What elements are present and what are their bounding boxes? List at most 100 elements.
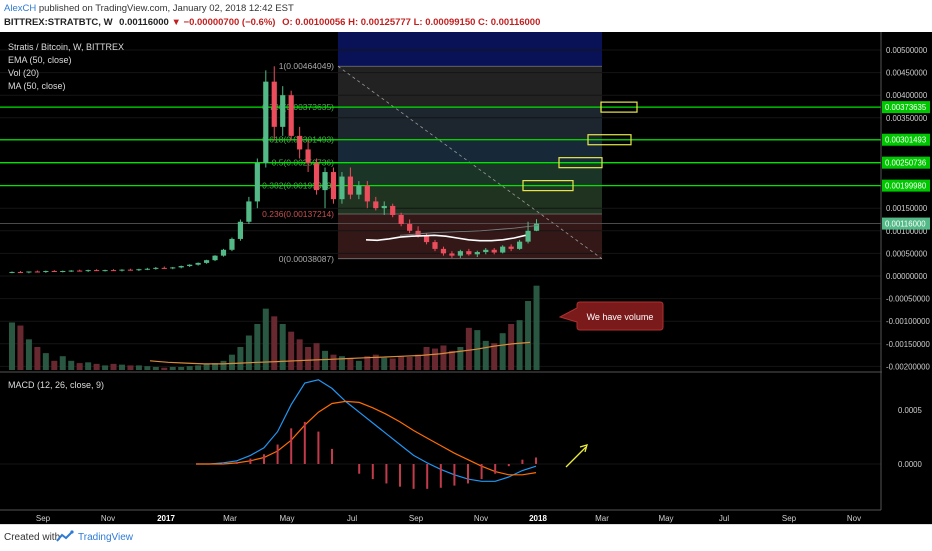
macd-histogram-bar — [290, 428, 293, 464]
macd-histogram-bar — [507, 464, 510, 467]
fib-extension-zone — [338, 32, 602, 67]
volume-bar — [305, 347, 312, 370]
candle-body — [254, 163, 260, 202]
candle-body — [466, 251, 472, 255]
candle-body — [297, 135, 303, 150]
volume-bar — [59, 356, 66, 370]
candle-body — [246, 201, 252, 222]
macd-histogram-bar — [453, 464, 456, 486]
volume-bar — [17, 325, 24, 370]
ma-50-line — [399, 224, 539, 236]
macd-histogram-bar — [222, 462, 225, 464]
volume-bar — [448, 350, 455, 370]
candle-body — [94, 270, 100, 272]
signal-line — [196, 400, 537, 476]
ema-50-line — [365, 234, 526, 242]
candle-body — [313, 163, 320, 191]
volume-bar — [381, 357, 388, 370]
macd-histogram-bar — [358, 464, 361, 474]
candle-body — [322, 172, 328, 191]
volume-bar — [93, 363, 100, 370]
candle-body — [195, 262, 201, 265]
macd-line — [196, 379, 537, 482]
volume-bar — [51, 360, 58, 370]
symbol-name: BITTREX:STRATBTC, W — [4, 17, 113, 28]
time-tick-label: May — [279, 514, 294, 523]
candle-body — [178, 266, 184, 268]
price-tick-label: 0.00450000 — [886, 69, 928, 78]
volume-bar — [161, 367, 168, 370]
price-marker-box — [882, 133, 930, 146]
volume-bar — [330, 354, 337, 370]
fib-zone — [338, 139, 602, 163]
price-marker-label: 0.00301493 — [885, 136, 926, 145]
volume-ma-line — [149, 341, 531, 365]
time-tick-label: Nov — [847, 514, 861, 523]
volume-bar — [288, 331, 295, 370]
candle-body — [161, 267, 167, 269]
volume-bar — [203, 363, 210, 370]
time-tick-label: Sep — [782, 514, 797, 523]
target-box — [558, 157, 603, 169]
volume-bar — [76, 363, 83, 370]
price-tick-label: -0.00100000 — [886, 317, 930, 326]
publish-line: AlexCH published on TradingView.com, Jan… — [4, 3, 294, 14]
volume-bar — [186, 366, 193, 370]
volume-bar — [432, 348, 438, 370]
macd-tick-label: 0.0000 — [898, 460, 923, 469]
volume-bar — [25, 339, 32, 370]
candle-body — [517, 241, 523, 249]
volume-bar — [465, 327, 472, 370]
candle-body — [271, 81, 277, 127]
candle-body — [356, 185, 362, 195]
volume-bar — [440, 345, 447, 370]
candle-body — [263, 81, 269, 163]
legend-symbol: Stratis / Bitcoin, W, BITTREX — [8, 42, 124, 52]
volume-bar — [525, 301, 532, 370]
volume-bar — [135, 365, 142, 370]
price-tick-label: 0.00150000 — [886, 204, 928, 213]
fib-zone — [338, 162, 602, 186]
chart-canvas[interactable]: 1(0.00464049)0.786(0.00373635)0.618(0.00… — [0, 32, 932, 524]
tradingview-brand-link[interactable]: TradingView — [78, 532, 134, 543]
macd-histogram-bar — [303, 421, 306, 464]
volume-bar — [169, 366, 176, 370]
macd-histogram-bar — [439, 464, 442, 488]
candle-body — [119, 269, 125, 271]
candle-body — [26, 271, 32, 273]
symbol-line: BITTREX:STRATBTC, W 0.00116000 ▼ −0.0000… — [4, 17, 540, 28]
target-box — [600, 101, 638, 113]
candle-body — [51, 271, 57, 273]
candle-body — [364, 185, 370, 202]
fib-level-label: 0(0.00038087) — [279, 254, 334, 264]
price-marker-box — [882, 156, 930, 169]
volume-bar — [398, 356, 405, 370]
volume-bar — [42, 353, 49, 370]
volume-bar — [347, 358, 354, 370]
volume-bar — [144, 366, 151, 370]
fib-level-label: 0.236(0.00137214) — [262, 209, 334, 219]
volume-bar — [220, 360, 227, 370]
price-tick-label: 0.00350000 — [886, 114, 928, 123]
volume-bar — [228, 354, 235, 370]
price-marker-label: 0.00116000 — [885, 220, 926, 229]
volume-bar — [482, 340, 489, 370]
time-tick-label: May — [658, 514, 673, 523]
volume-bar — [372, 354, 379, 370]
candle-body — [525, 230, 531, 242]
macd-histogram-bar — [426, 464, 429, 489]
volume-bar — [195, 365, 202, 370]
candle-body — [339, 176, 345, 200]
candle-body — [381, 205, 387, 209]
volume-bar — [262, 308, 269, 370]
volume-bar — [355, 360, 362, 370]
up-arrow-shaft — [565, 446, 587, 468]
volume-bar — [212, 363, 219, 370]
tradingview-logo-icon — [56, 530, 74, 542]
volume-bar — [152, 366, 159, 370]
legend-volume: Vol (20) — [8, 68, 39, 78]
author-link[interactable]: AlexCH — [4, 3, 37, 14]
candle-body — [43, 271, 49, 273]
macd-histogram-bar — [235, 461, 238, 464]
candle-body — [440, 248, 447, 254]
